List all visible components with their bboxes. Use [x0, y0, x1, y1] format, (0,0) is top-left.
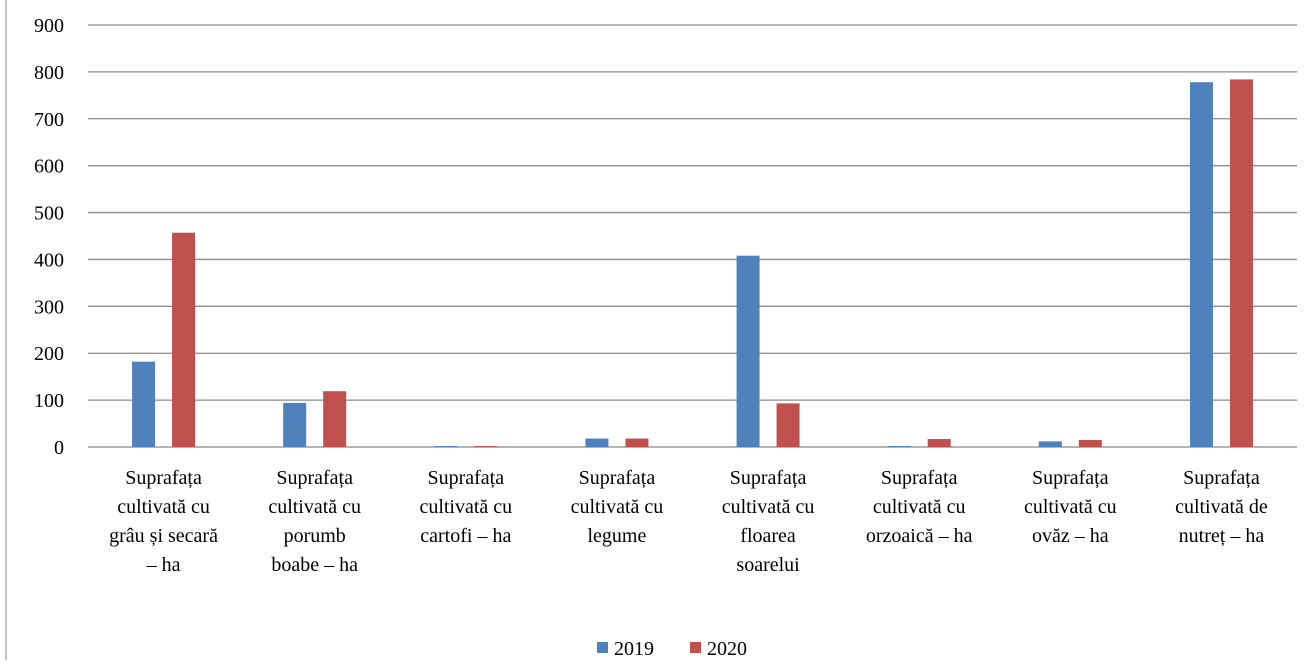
legend-swatch-2020 — [690, 642, 701, 653]
legend-label-2020: 2020 — [707, 638, 747, 660]
bar-2019-4 — [585, 438, 609, 447]
y-tick-label: 700 — [34, 109, 64, 131]
x-category-label-line: cultivată cu — [873, 496, 966, 518]
x-category-label-line: Suprafața — [427, 467, 504, 489]
x-category-label-line: cultivată cu — [571, 496, 664, 518]
x-category-label-line: – ha — [146, 554, 181, 576]
x-category-label-line: ovăz – ha — [1032, 525, 1109, 547]
x-category-label-line: porumb — [284, 525, 346, 547]
y-tick-label: 600 — [34, 156, 64, 178]
x-category-label-line: floarea — [740, 525, 796, 547]
x-category-label: Suprafața cultivată cu ovăz – ha — [1024, 467, 1117, 547]
bar-2020-4 — [625, 438, 649, 447]
y-axis-ticks: 0 100 200 300 400 500 600 700 800 900 — [34, 15, 64, 459]
bar-2020-8 — [1229, 79, 1253, 447]
bar-2020-1 — [172, 232, 196, 447]
x-category-label-line: legume — [588, 525, 647, 547]
bar-2019-1 — [132, 361, 156, 447]
x-category-label-line: cultivată cu — [268, 496, 361, 518]
x-category-label-line: Suprafața — [276, 467, 353, 489]
bar-2019-3 — [434, 446, 458, 448]
x-category-label-line: boabe – ha — [271, 554, 358, 576]
bars — [132, 79, 1253, 448]
x-category-label: Suprafața cultivată cu grâu și secară – ha — [109, 467, 218, 576]
bar-2019-8 — [1189, 82, 1213, 448]
x-category-label-line: soarelui — [736, 554, 800, 576]
x-category-label-line: Suprafața — [125, 467, 202, 489]
y-tick-label: 300 — [34, 296, 64, 318]
x-category-label: Suprafața cultivată cu porumb boabe – ha — [268, 467, 361, 576]
x-category-label-line: nutreț – ha — [1179, 525, 1265, 547]
x-category-label-line: cultivată cu — [419, 496, 512, 518]
x-category-label-line: Suprafața — [579, 467, 656, 489]
x-category-label-line: cultivată cu — [1024, 496, 1117, 518]
x-category-label-line: Suprafața — [1183, 467, 1260, 489]
bar-2020-3 — [474, 446, 498, 448]
bar-2020-5 — [776, 403, 800, 447]
x-category-label-line: cultivată de — [1175, 496, 1268, 518]
x-category-label-line: Suprafața — [881, 467, 958, 489]
x-category-label: Suprafața cultivată cu cartofi – ha — [419, 467, 512, 547]
y-tick-label: 400 — [34, 249, 64, 271]
x-category-label-line: orzoaică – ha — [866, 525, 973, 547]
bar-2020-6 — [927, 439, 951, 447]
y-tick-label: 200 — [34, 343, 64, 365]
x-category-label-line: cartofi – ha — [420, 525, 511, 547]
legend: 2019 2020 — [597, 638, 747, 660]
y-tick-label: 100 — [34, 390, 64, 412]
bar-2020-2 — [323, 391, 347, 447]
bar-2019-7 — [1038, 441, 1062, 447]
x-axis-labels: Suprafața cultivată cu grâu și secară – haS… — [109, 467, 1268, 576]
gridlines — [88, 24, 1297, 448]
y-tick-label: 900 — [34, 15, 64, 37]
y-tick-label: 0 — [54, 437, 64, 459]
x-category-label: Suprafața cultivată cu orzoaică – ha — [866, 467, 973, 547]
x-category-label-line: Suprafața — [730, 467, 807, 489]
x-category-label-line: grâu și secară — [109, 525, 218, 547]
x-category-label: Suprafața cultivată de nutreț – ha — [1175, 467, 1268, 547]
x-category-label: Suprafața cultivată cu floarea soarelui — [722, 467, 815, 576]
x-category-label-line: Suprafața — [1032, 467, 1109, 489]
bar-2019-2 — [283, 402, 307, 447]
bar-2019-6 — [887, 446, 911, 448]
y-tick-label: 500 — [34, 203, 64, 225]
legend-label-2019: 2019 — [614, 638, 654, 660]
bar-2020-7 — [1078, 439, 1102, 447]
bar-2019-5 — [736, 255, 760, 447]
y-tick-label: 800 — [34, 62, 64, 84]
x-category-label-line: cultivată cu — [117, 496, 210, 518]
legend-swatch-2019 — [597, 642, 608, 653]
x-category-label-line: cultivată cu — [722, 496, 815, 518]
x-category-label: Suprafața cultivată cu legume — [571, 467, 664, 547]
